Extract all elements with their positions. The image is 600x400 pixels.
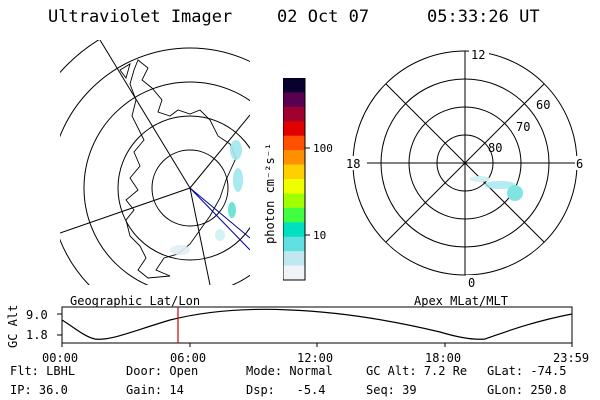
mlt-label-12: 12 bbox=[471, 48, 485, 62]
colorbar-tick-label-100: 100 bbox=[313, 142, 333, 155]
mlt-label-18: 18 bbox=[346, 157, 360, 171]
info-mode: Mode: Normal bbox=[246, 364, 333, 378]
aurora-oval bbox=[470, 176, 523, 201]
mode-value: Normal bbox=[289, 364, 333, 378]
colorbar-band bbox=[283, 236, 305, 252]
info-flt: Flt: LBHL bbox=[10, 364, 76, 378]
latitude-circle bbox=[60, 40, 100, 74]
aurora-emission bbox=[170, 140, 243, 255]
x-tick-label-18: 18:00 bbox=[425, 351, 461, 362]
colorbar-tick-label-10: 10 bbox=[313, 229, 326, 242]
geographic-map bbox=[60, 40, 250, 285]
info-door: Door: Open bbox=[126, 364, 199, 378]
colorbar-band bbox=[283, 78, 305, 93]
meridian-line bbox=[189, 114, 250, 189]
x-tick-label-00: 00:00 bbox=[42, 351, 78, 362]
instrument-title: Ultraviolet Imager bbox=[48, 7, 233, 27]
gc-alt-value: 7.2 Re bbox=[423, 364, 468, 378]
mlat-label-60: 60 bbox=[536, 98, 550, 112]
latitude-circle bbox=[83, 81, 250, 285]
altitude-plot-frame bbox=[61, 306, 573, 344]
meridian-line bbox=[189, 187, 211, 285]
info-seq: Seq: 39 bbox=[366, 383, 417, 397]
altitude-plot: 9.0 1.8 00:00 06:00 12:00 18:00 23:59 bbox=[26, 306, 589, 362]
colorbar-unit-label: photon cm⁻²s⁻¹ bbox=[263, 142, 277, 244]
mlt-label-6: 6 bbox=[576, 157, 583, 171]
glat-value: -74.5 bbox=[530, 364, 567, 378]
colorbar-band bbox=[283, 106, 305, 122]
gain-value: 14 bbox=[169, 383, 184, 397]
mlat-label-70: 70 bbox=[516, 120, 530, 134]
colorbar-band bbox=[283, 135, 305, 151]
coastline bbox=[125, 59, 237, 279]
info-glon: GLon: 250.8 bbox=[487, 383, 567, 397]
seq-value: 39 bbox=[402, 383, 417, 397]
meridian-line bbox=[60, 187, 191, 234]
flt-value: LBHL bbox=[46, 364, 76, 378]
colorbar-band bbox=[283, 251, 305, 267]
door-value: Open bbox=[169, 364, 199, 378]
y-tick-label-9.0: 9.0 bbox=[26, 308, 48, 322]
latitude-circle bbox=[60, 47, 250, 285]
y-tick-label-1.8: 1.8 bbox=[26, 328, 48, 342]
colorbar: 100 10 bbox=[283, 78, 333, 281]
meridian-line bbox=[99, 40, 191, 189]
colorbar-band bbox=[283, 222, 305, 238]
colorbar-band bbox=[283, 207, 305, 223]
info-ip: IP: 36.0 bbox=[10, 383, 68, 397]
x-tick-label-2359: 23:59 bbox=[553, 351, 589, 362]
info-gc-alt: GC Alt: 7.2 Re bbox=[366, 364, 468, 378]
colorbar-band bbox=[283, 179, 305, 194]
latitude-circle bbox=[151, 149, 229, 227]
dsp-value: -5.4 bbox=[296, 383, 326, 397]
magnetic-map: 12 18 6 0 60 70 80 bbox=[343, 47, 587, 290]
x-tick-label-06: 06:00 bbox=[170, 351, 206, 362]
colorbar-band bbox=[283, 150, 305, 166]
time-label: 05:33:26 UT bbox=[427, 7, 540, 27]
date-label: 02 Oct 07 bbox=[277, 7, 370, 27]
latitude-circle bbox=[117, 115, 250, 261]
colorbar-band bbox=[283, 265, 305, 281]
right-map-label: Apex MLat/MLT bbox=[414, 294, 508, 308]
colorbar-band bbox=[283, 121, 305, 137]
x-tick-label-12: 12:00 bbox=[297, 351, 333, 362]
altitude-curve bbox=[61, 308, 573, 340]
terminator-line bbox=[189, 187, 250, 239]
colorbar-band bbox=[283, 193, 305, 209]
colorbar-frame bbox=[283, 78, 306, 281]
mlat-label-80: 80 bbox=[488, 141, 502, 155]
glon-value: 250.8 bbox=[530, 383, 567, 397]
island-outline bbox=[119, 63, 131, 79]
info-dsp: Dsp: -5.4 bbox=[246, 383, 326, 397]
colorbar-band bbox=[283, 164, 305, 180]
altitude-ylabel: GC Alt bbox=[6, 304, 20, 348]
mlt-label-0: 0 bbox=[468, 276, 475, 290]
mlt-line bbox=[385, 83, 545, 243]
ip-value: 36.0 bbox=[38, 383, 68, 397]
terminator-line bbox=[189, 187, 250, 251]
info-gain: Gain: 14 bbox=[126, 383, 184, 397]
info-glat: GLat: -74.5 bbox=[487, 364, 567, 378]
colorbar-band bbox=[283, 92, 305, 108]
left-map-label: Geographic Lat/Lon bbox=[70, 294, 201, 308]
